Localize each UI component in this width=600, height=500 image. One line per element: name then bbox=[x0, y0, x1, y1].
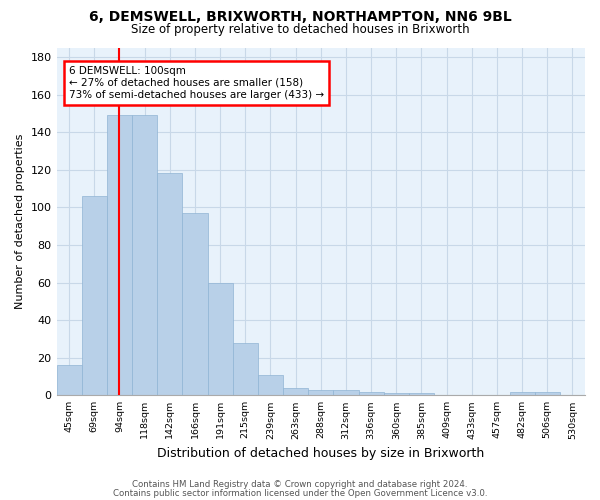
Bar bbox=[334, 390, 359, 396]
Text: Size of property relative to detached houses in Brixworth: Size of property relative to detached ho… bbox=[131, 22, 469, 36]
Bar bbox=[283, 388, 308, 396]
Bar bbox=[409, 394, 434, 396]
Bar bbox=[233, 342, 258, 396]
Bar bbox=[308, 390, 334, 396]
X-axis label: Distribution of detached houses by size in Brixworth: Distribution of detached houses by size … bbox=[157, 447, 484, 460]
Text: 6 DEMSWELL: 100sqm
← 27% of detached houses are smaller (158)
73% of semi-detach: 6 DEMSWELL: 100sqm ← 27% of detached hou… bbox=[69, 66, 324, 100]
Bar bbox=[509, 392, 535, 396]
Bar bbox=[132, 115, 157, 396]
Bar bbox=[82, 196, 107, 396]
Text: Contains HM Land Registry data © Crown copyright and database right 2024.: Contains HM Land Registry data © Crown c… bbox=[132, 480, 468, 489]
Text: Contains public sector information licensed under the Open Government Licence v3: Contains public sector information licen… bbox=[113, 488, 487, 498]
Text: 6, DEMSWELL, BRIXWORTH, NORTHAMPTON, NN6 9BL: 6, DEMSWELL, BRIXWORTH, NORTHAMPTON, NN6… bbox=[89, 10, 511, 24]
Bar bbox=[208, 282, 233, 396]
Bar bbox=[383, 394, 409, 396]
Bar bbox=[56, 365, 82, 396]
Bar bbox=[157, 174, 182, 396]
Bar bbox=[258, 374, 283, 396]
Bar bbox=[107, 115, 132, 396]
Bar bbox=[182, 213, 208, 396]
Bar bbox=[359, 392, 383, 396]
Y-axis label: Number of detached properties: Number of detached properties bbox=[15, 134, 25, 309]
Bar bbox=[535, 392, 560, 396]
